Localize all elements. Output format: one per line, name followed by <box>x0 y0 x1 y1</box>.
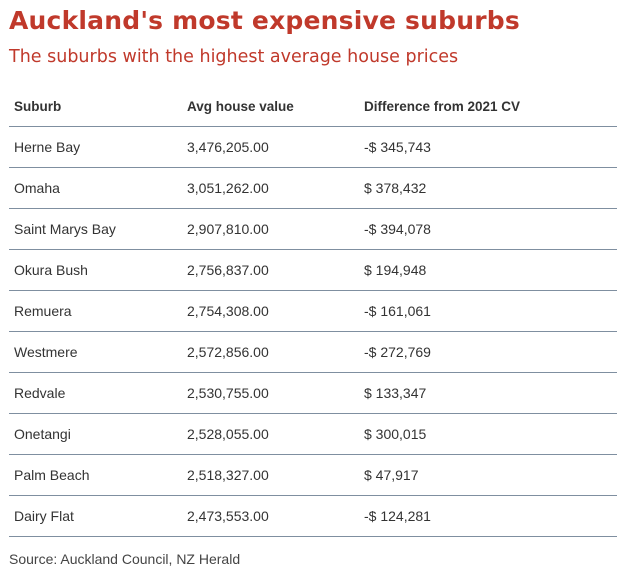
cell-difference: -$ 124,281 <box>364 508 431 524</box>
cell-avg-house-value: 2,530,755.00 <box>187 385 269 401</box>
table-row: Palm Beach 2,518,327.00 $ 47,917 <box>9 455 617 496</box>
cell-difference: $ 300,015 <box>364 426 427 442</box>
cell-avg-house-value: 2,572,856.00 <box>187 344 269 360</box>
cell-avg-house-value: 3,476,205.00 <box>187 139 269 155</box>
cell-suburb: Dairy Flat <box>14 508 74 524</box>
cell-difference: -$ 345,743 <box>364 139 431 155</box>
cell-suburb: Palm Beach <box>14 467 90 483</box>
cell-difference: $ 378,432 <box>364 180 427 196</box>
table-row: Redvale 2,530,755.00 $ 133,347 <box>9 373 617 414</box>
cell-suburb: Westmere <box>14 344 78 360</box>
column-header-avg-house-value: Avg house value <box>187 98 294 114</box>
source-note: Source: Auckland Council, NZ Herald <box>9 551 241 567</box>
cell-avg-house-value: 3,051,262.00 <box>187 180 269 196</box>
column-header-difference: Difference from 2021 CV <box>364 98 521 114</box>
cell-difference: $ 133,347 <box>364 385 427 401</box>
cell-suburb: Okura Bush <box>14 262 88 278</box>
table-row: Onetangi 2,528,055.00 $ 300,015 <box>9 414 617 455</box>
table-row: Westmere 2,572,856.00 -$ 272,769 <box>9 332 617 373</box>
table-row: Omaha 3,051,262.00 $ 378,432 <box>9 168 617 209</box>
cell-difference: -$ 272,769 <box>364 344 431 360</box>
cell-avg-house-value: 2,754,308.00 <box>187 303 269 319</box>
cell-avg-house-value: 2,518,327.00 <box>187 467 269 483</box>
chart-title: Auckland's most expensive suburbs <box>9 6 520 35</box>
cell-suburb: Omaha <box>14 180 60 196</box>
cell-suburb: Remuera <box>14 303 72 319</box>
cell-avg-house-value: 2,528,055.00 <box>187 426 269 442</box>
column-header-suburb: Suburb <box>14 98 62 114</box>
table-row: Remuera 2,754,308.00 -$ 161,061 <box>9 291 617 332</box>
cell-avg-house-value: 2,473,553.00 <box>187 508 269 524</box>
table-row: Dairy Flat 2,473,553.00 -$ 124,281 <box>9 496 617 537</box>
table-body: Herne Bay 3,476,205.00 -$ 345,743 Omaha 3,05… <box>9 127 617 537</box>
cell-difference: $ 194,948 <box>364 262 427 278</box>
cell-suburb: Onetangi <box>14 426 71 442</box>
data-table: Suburb Avg house value Difference from 2… <box>9 86 617 537</box>
cell-difference: -$ 394,078 <box>364 221 431 237</box>
table-row: Herne Bay 3,476,205.00 -$ 345,743 <box>9 127 617 168</box>
cell-difference: -$ 161,061 <box>364 303 431 319</box>
table-row: Okura Bush 2,756,837.00 $ 194,948 <box>9 250 617 291</box>
cell-suburb: Herne Bay <box>14 139 81 155</box>
table-row: Saint Marys Bay 2,907,810.00 -$ 394,078 <box>9 209 617 250</box>
chart-subtitle: The suburbs with the highest average hou… <box>9 47 459 67</box>
table-header-row: Suburb Avg house value Difference from 2… <box>9 86 617 127</box>
cell-avg-house-value: 2,756,837.00 <box>187 262 269 278</box>
cell-suburb: Redvale <box>14 385 66 401</box>
cell-suburb: Saint Marys Bay <box>14 221 116 237</box>
cell-difference: $ 47,917 <box>364 467 419 483</box>
cell-avg-house-value: 2,907,810.00 <box>187 221 269 237</box>
